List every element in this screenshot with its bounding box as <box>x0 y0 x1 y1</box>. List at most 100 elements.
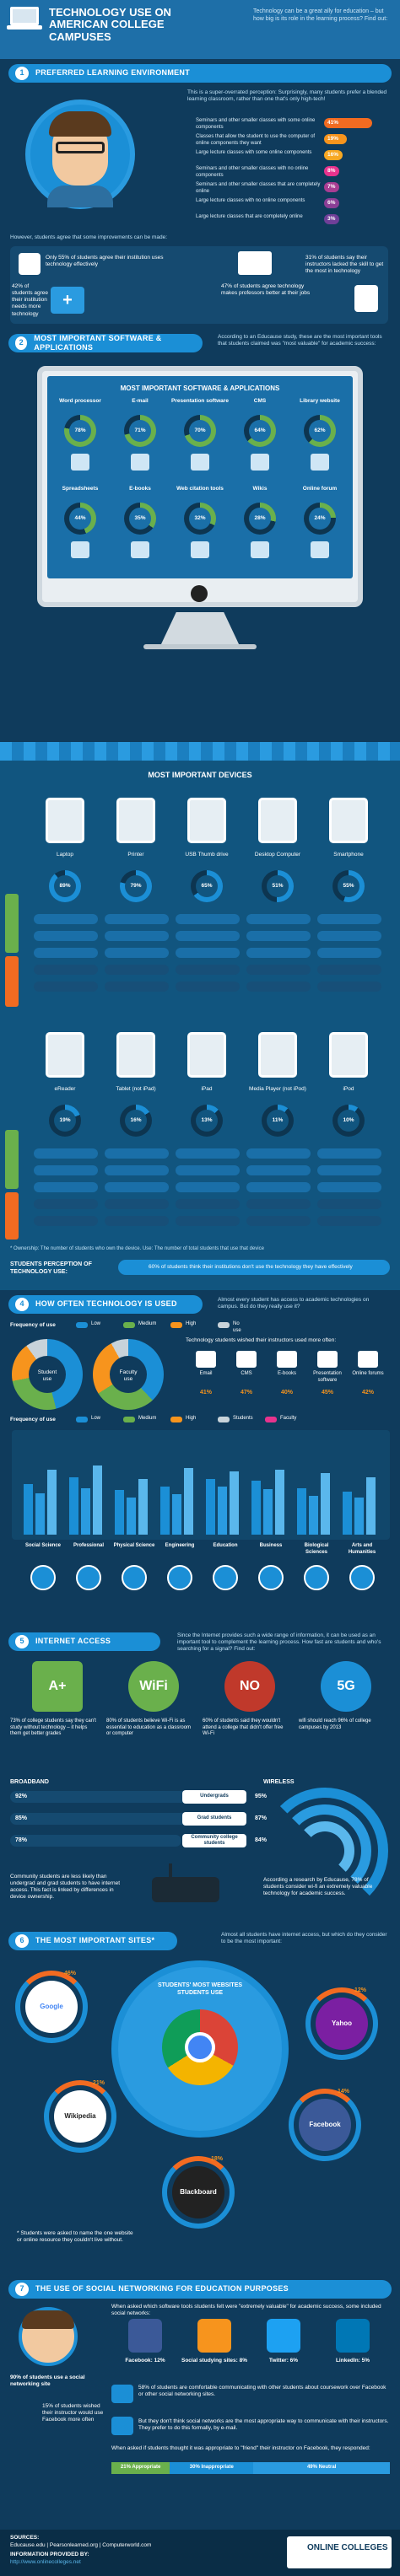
section-number: 2 <box>15 336 28 350</box>
subject-bar <box>297 1488 306 1535</box>
app-label: Presentation software <box>171 398 229 404</box>
friend-bar: 30% Inappropriate <box>170 2462 254 2474</box>
device-stat-bar <box>176 981 240 992</box>
router-antenna <box>169 1863 172 1879</box>
app-donut-value: 78% <box>69 420 91 442</box>
wireless-label: WIRELESS <box>263 1779 295 1785</box>
like-icon <box>111 2385 133 2403</box>
dislike-icon <box>111 2417 133 2435</box>
wifi-arc-inner <box>295 1821 354 1880</box>
app-donut-value: 24% <box>309 508 331 530</box>
legend-swatch <box>170 1417 182 1422</box>
section-number: 6 <box>15 1934 29 1948</box>
section-5-header: 5 INTERNET ACCESS <box>8 1632 160 1651</box>
stat-text: 80% of students believe Wi-Fi is as esse… <box>106 1718 192 1736</box>
subject-bar <box>263 1489 273 1535</box>
section-lead: This is a super-overrated perception: Su… <box>187 89 387 103</box>
device-label: iPod <box>343 1086 354 1092</box>
device-stat-bar <box>176 1182 240 1192</box>
devices-ribbon <box>0 742 400 761</box>
preference-label: Large lecture classes with some online c… <box>196 150 312 155</box>
sources-title: SOURCES: <box>10 2535 40 2541</box>
device-label: Printer <box>127 852 144 858</box>
device-stat-bar <box>176 1199 240 1209</box>
device-stat-bar <box>105 1216 169 1226</box>
perception-text: 60% of students think their institutions… <box>149 1264 353 1270</box>
preference-label: Large lecture classes that are completel… <box>196 214 303 219</box>
wished-icon <box>236 1351 257 1368</box>
section-lead: Since the Internet provides such a wide … <box>177 1632 381 1653</box>
freq-label-2: Frequency of use <box>10 1417 56 1422</box>
preference-bar: 7% <box>324 182 339 192</box>
site-pct: 46% <box>64 1971 77 1976</box>
avatar-shirt <box>47 186 113 207</box>
thumbs-up-icon <box>19 253 41 275</box>
legend-swatch <box>218 1417 230 1422</box>
device-stat-bar <box>34 1216 98 1226</box>
app-donut-value: 71% <box>129 420 151 442</box>
wished-label: Online forums <box>352 1371 384 1376</box>
device-stat-bar <box>246 1216 311 1226</box>
sources: Educause.edu | Pearsonlearned.org | Comp… <box>10 2542 152 2548</box>
device-stat-bar <box>246 1199 311 1209</box>
preference-bar: 19% <box>324 134 347 144</box>
app-icon <box>191 541 209 558</box>
online-colleges-logo <box>287 2536 392 2568</box>
network-icon <box>336 2319 370 2353</box>
device-label: Desktop Computer <box>254 852 301 858</box>
network-label: Twitter: 6% <box>268 2358 299 2364</box>
importance-tab <box>5 956 19 1007</box>
apps-grid: Word processor 78% E-mail 71% Presentation s… <box>51 398 349 575</box>
device-stat-bar <box>317 1165 381 1175</box>
subject-label: Arts and Humanities <box>348 1543 376 1555</box>
device-stat-bar <box>246 931 311 941</box>
subject-label: Physical Science <box>113 1543 155 1548</box>
section-title: HOW OFTEN TECHNOLOGY IS USED <box>35 1299 177 1309</box>
site-ring <box>305 1987 378 2060</box>
logo-text: ONLINE COLLEGES <box>307 2543 388 2552</box>
info-link[interactable]: http://www.onlinecolleges.net <box>10 2559 81 2565</box>
section-title: THE USE OF SOCIAL NETWORKING FOR EDUCATI… <box>35 2284 289 2294</box>
device-stat-bar <box>105 931 169 941</box>
subject-bar <box>127 1498 136 1535</box>
wished-pct: 41% <box>199 1390 212 1396</box>
ownership-tab <box>5 894 19 953</box>
broadband-label: BROADBAND <box>10 1779 49 1785</box>
preference-bar: 3% <box>324 214 339 224</box>
site-ring <box>162 2156 235 2229</box>
device-stat-bar <box>317 1199 381 1209</box>
friend-bars: 21% Appropriate 30% Inappropriate 49% Neut… <box>111 2462 390 2474</box>
device-stat-bar <box>34 948 98 958</box>
device-donut-value: 79% <box>125 875 147 897</box>
device-label: eReader <box>54 1086 76 1092</box>
wireless-pct: 95% <box>255 1794 268 1799</box>
device-stat-bar <box>246 965 311 975</box>
legend-swatch <box>170 1322 182 1328</box>
device-stat-bar <box>34 1148 98 1159</box>
preference-bar: 16% <box>324 150 343 160</box>
device-icon <box>258 1032 297 1078</box>
sites-footnote: * Students were asked to name the one we… <box>17 2230 133 2244</box>
subject-bar <box>24 1483 33 1535</box>
subject-icon <box>76 1565 101 1590</box>
stat-badge: 5G <box>321 1661 371 1712</box>
stat-text: 60% of students said they wouldn't atten… <box>203 1718 284 1736</box>
device-donut-value: 16% <box>125 1110 147 1132</box>
device-stat-bar <box>317 931 381 941</box>
device-donut-value: 51% <box>267 875 289 897</box>
section-learning-environment: 1 PREFERRED LEARNING ENVIRONMENT This is… <box>0 59 400 329</box>
section-number: 7 <box>15 2283 29 2296</box>
device-stat-bar <box>105 1199 169 1209</box>
app-icon <box>251 454 269 471</box>
footer: SOURCES: Educause.edu | Pearsonlearned.o… <box>0 2530 400 2576</box>
plus-icon: + <box>51 287 84 314</box>
legend-label: No use <box>233 1321 241 1333</box>
device-icon <box>187 798 226 843</box>
app-label: Library website <box>300 398 340 404</box>
device-stat-bar <box>317 981 381 992</box>
site-ring <box>289 2089 361 2161</box>
friend-bar: 49% Neutral <box>253 2462 390 2474</box>
legend-label: Faculty <box>280 1416 297 1421</box>
preference-label: Seminars and other smaller classes with … <box>196 118 316 130</box>
device-donut-value: 55% <box>338 875 359 897</box>
